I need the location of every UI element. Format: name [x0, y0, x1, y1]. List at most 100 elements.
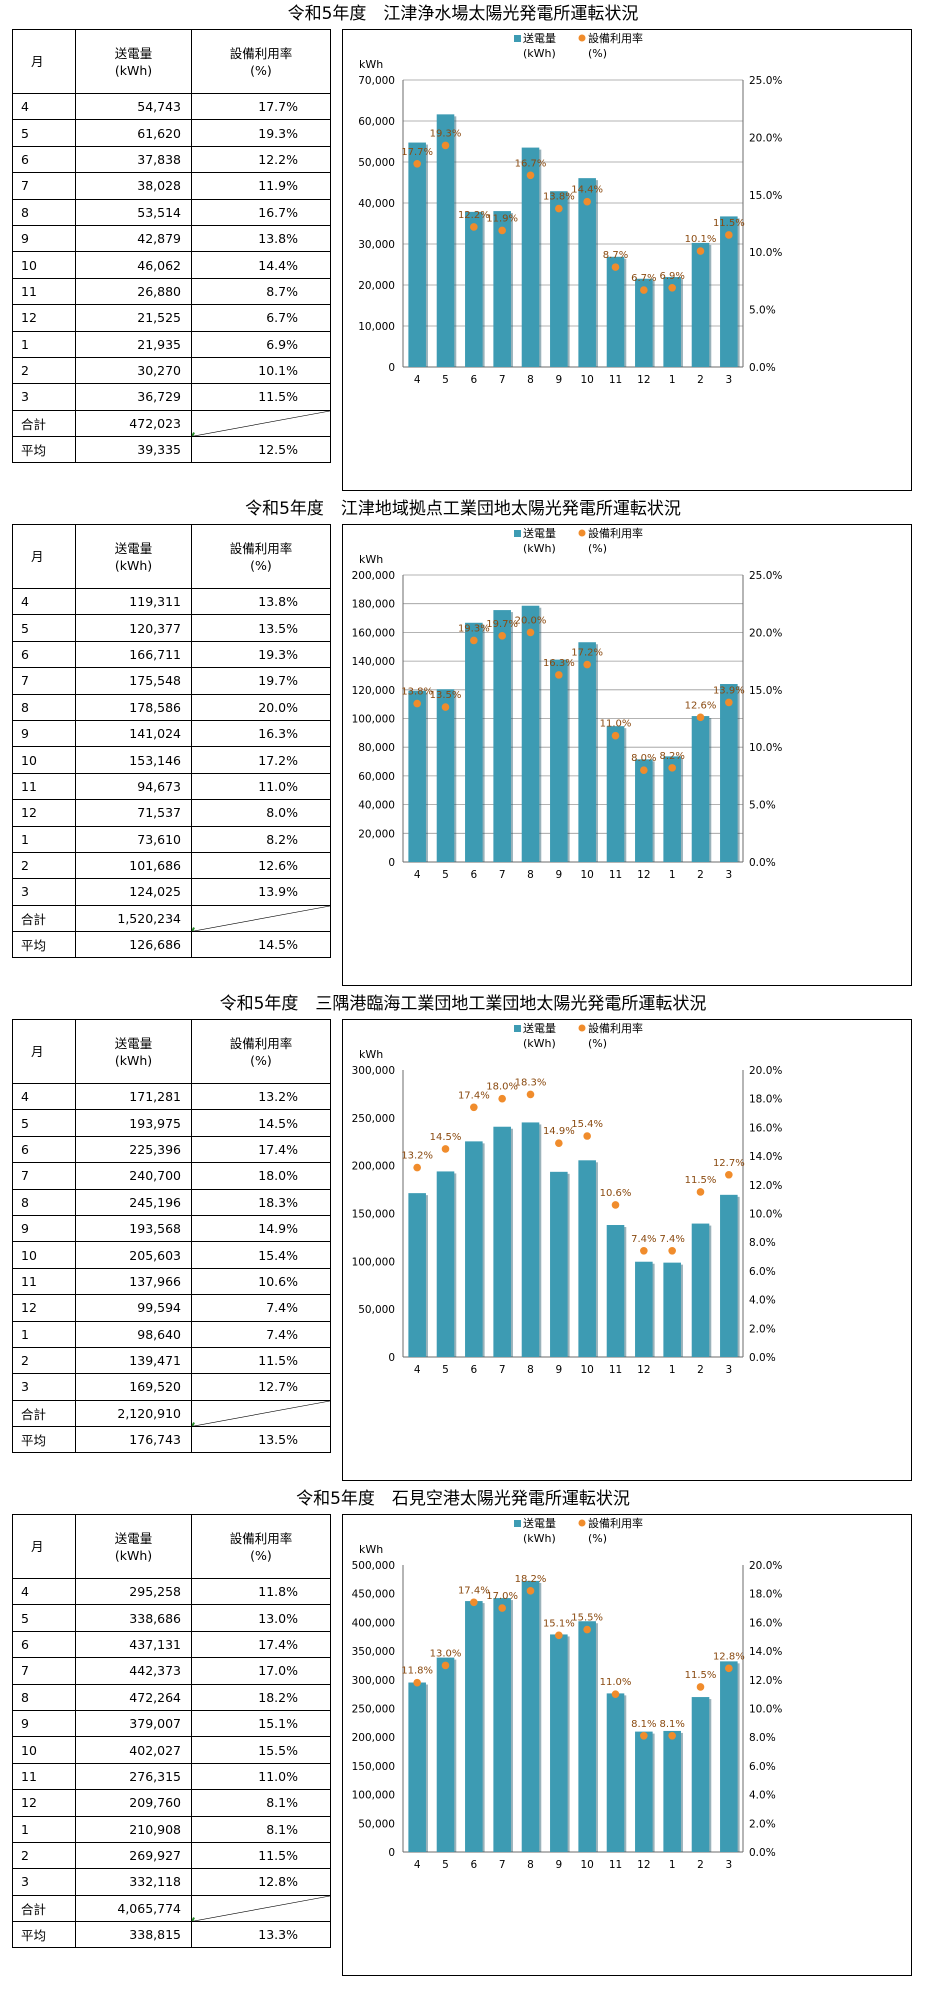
energy-cell: 442,373 [75, 1657, 192, 1685]
rate-cell: 7.4% [191, 1294, 331, 1322]
energy-header-label: 送電量 [114, 1530, 153, 1546]
month-cell: 3 [12, 383, 76, 411]
bar [691, 242, 710, 367]
x-tick-label: 4 [414, 1364, 421, 1376]
y2-tick-label: 2.0% [749, 1818, 776, 1830]
legend-unit-energy: (kWh) [523, 1532, 556, 1545]
table-row: 8 53,514 16.7% [12, 198, 331, 226]
rate-data-label: 10.6% [600, 1188, 632, 1199]
plant-section: 令和5年度 江津地域拠点工業団地太陽光発電所運転状況 月 送電量 (kWh) 設備… [0, 495, 926, 990]
legend-unit-energy: (kWh) [523, 542, 556, 555]
plant-section: 令和5年度 江津浄水場太陽光発電所運転状況 月 送電量 (kWh) 設備利用率 (%… [0, 0, 926, 495]
rate-point [640, 286, 648, 294]
energy-cell: 119,311 [75, 587, 192, 616]
diagonal-line [192, 1401, 330, 1426]
table-row: 6 37,838 12.2% [12, 145, 331, 174]
table-row: 7 175,548 19.7% [12, 667, 331, 695]
rate-data-label: 19.3% [458, 623, 490, 634]
table-row: 9 379,007 15.1% [12, 1709, 331, 1738]
y2-tick-label: 16.0% [749, 1122, 782, 1134]
rate-cell: 12.2% [191, 145, 331, 174]
average-row: 平均 39,335 12.5% [12, 436, 331, 464]
y2-tick-label: 8.0% [749, 1237, 776, 1249]
rate-point [413, 160, 421, 168]
rate-point [583, 1132, 591, 1140]
x-tick-label: 9 [555, 374, 562, 386]
x-tick-label: 10 [580, 374, 593, 386]
total-energy: 472,023 [75, 409, 192, 438]
energy-cell: 141,024 [75, 719, 192, 748]
energy-cell: 175,548 [75, 667, 192, 695]
y2-tick-label: 4.0% [749, 1295, 776, 1307]
rate-point [441, 1145, 450, 1153]
x-tick-label: 8 [527, 1859, 534, 1871]
rate-data-label: 17.2% [571, 648, 603, 659]
rate-cell: 6.7% [191, 304, 331, 332]
table-row: 4 54,743 17.7% [12, 92, 331, 121]
total-row: 合計 1,520,234 [12, 904, 331, 933]
legend-unit-rate: (%) [588, 47, 607, 60]
rate-data-label: 16.7% [515, 158, 547, 169]
total-rate-empty [191, 409, 331, 438]
rate-cell: 13.9% [191, 878, 331, 906]
energy-cell: 210,908 [75, 1815, 192, 1843]
month-cell: 10 [12, 1736, 76, 1764]
rate-cell: 10.1% [191, 356, 331, 385]
bar [720, 216, 738, 367]
rate-point [498, 226, 506, 235]
rate-header: 設備利用率 (%) [191, 1019, 331, 1084]
average-rate: 14.5% [191, 931, 331, 959]
month-cell: 10 [12, 251, 76, 279]
rate-cell: 16.3% [191, 719, 331, 748]
rate-header-label: 設備利用率 [229, 540, 293, 556]
x-tick-label: 9 [555, 1364, 562, 1376]
table-row: 1 98,640 7.4% [12, 1320, 331, 1348]
month-cell: 1 [12, 1815, 76, 1843]
month-cell: 2 [12, 356, 76, 385]
x-tick-label: 4 [414, 374, 421, 386]
energy-cell: 178,586 [75, 693, 192, 721]
rate-data-label: 11.0% [600, 1677, 632, 1688]
bar [521, 1122, 540, 1357]
rate-point [441, 141, 450, 150]
rate-cell: 12.7% [191, 1373, 331, 1401]
total-label: 合計 [12, 1399, 76, 1428]
table-row: 4 171,281 13.2% [12, 1082, 331, 1111]
y-tick-label: 0 [388, 1847, 395, 1859]
bar [521, 1580, 540, 1852]
y-tick-label: 200,000 [352, 1161, 395, 1173]
rate-point [668, 1247, 676, 1255]
average-energy: 126,686 [75, 931, 192, 959]
combo-chart: kWh 送電量 (kWh) 設備利用率 (%) 0 10,000 20,000 30,000 40… [342, 29, 912, 491]
rate-data-label: 19.7% [486, 619, 518, 630]
y-tick-label: 150,000 [352, 1209, 395, 1221]
combo-chart: kWh 送電量 (kWh) 設備利用率 (%) 0 50,000 100,000 150,000… [342, 1514, 912, 1976]
y-tick-label: 120,000 [352, 685, 395, 697]
energy-cell: 21,525 [75, 304, 192, 332]
rate-header-unit: (%) [250, 62, 272, 78]
energy-cell: 193,975 [75, 1109, 192, 1137]
month-cell: 7 [12, 1657, 76, 1685]
energy-header-unit: (kWh) [114, 62, 153, 78]
legend-swatch-energy [514, 1025, 521, 1032]
y-axis-unit: kWh [359, 1048, 383, 1061]
bar [550, 659, 568, 862]
rate-point [668, 764, 676, 772]
month-cell: 3 [12, 1868, 76, 1896]
month-cell: 5 [12, 1604, 76, 1632]
rate-point [725, 698, 733, 707]
y-tick-label: 100,000 [352, 714, 395, 726]
rate-cell: 13.0% [191, 1604, 331, 1632]
rate-point [583, 660, 591, 669]
x-tick-label: 12 [637, 1859, 650, 1871]
energy-cell: 338,686 [75, 1604, 192, 1632]
y2-tick-label: 12.0% [749, 1180, 782, 1192]
month-cell: 6 [12, 640, 76, 669]
energy-cell: 245,196 [75, 1188, 192, 1216]
x-tick-label: 6 [470, 1859, 477, 1871]
energy-header: 送電量 (kWh) [75, 29, 192, 94]
y2-tick-label: 20.0% [749, 1065, 782, 1077]
bar [436, 1657, 455, 1852]
energy-cell: 101,686 [75, 851, 192, 880]
legend-label-energy: 送電量 [523, 31, 556, 45]
